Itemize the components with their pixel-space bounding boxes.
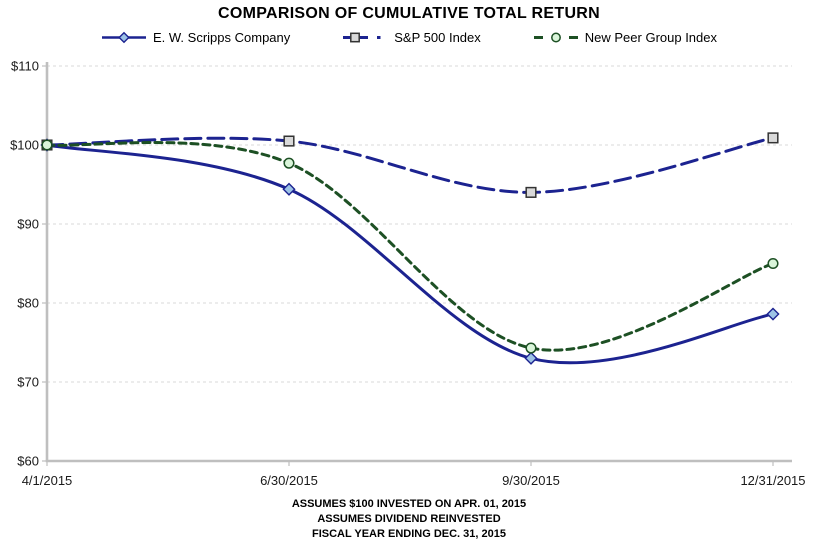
y-axis-label: $60 [17, 454, 39, 469]
y-axis-label: $90 [17, 217, 39, 232]
legend: E. W. Scripps Company S&P 500 Index New … [0, 30, 818, 45]
data-point-marker-2 [767, 257, 779, 270]
y-axis-label: $80 [17, 296, 39, 311]
legend-marker [550, 32, 561, 43]
series-line-1 [45, 136, 775, 194]
x-axis-label: 4/1/2015 [22, 473, 73, 488]
footnote-fiscal-year: FISCAL YEAR ENDING DEC. 31, 2015 [312, 528, 506, 540]
legend-marker [350, 32, 361, 43]
data-point-marker-2 [41, 139, 53, 151]
x-axis-label: 6/30/2015 [260, 473, 318, 488]
y-axis-label: $70 [17, 375, 39, 390]
legend-item-peer-group: New Peer Group Index [533, 30, 717, 45]
data-point-marker-2 [283, 157, 295, 169]
data-point-marker-0 [282, 182, 296, 196]
footnote-dividend: ASSUMES DIVIDEND REINVESTED [317, 513, 501, 525]
x-axis-label: 12/31/2015 [740, 473, 805, 488]
series-line-2 [45, 141, 775, 352]
data-point-marker-1 [283, 135, 295, 147]
sp500-line-sample-icon [343, 32, 381, 43]
x-axis-label: 9/30/2015 [502, 473, 560, 488]
legend-label-sp500: S&P 500 Index [394, 30, 481, 45]
legend-label-peer-group: New Peer Group Index [584, 30, 717, 45]
data-point-marker-0 [524, 351, 538, 365]
legend-item-sp500: S&P 500 Index [342, 30, 481, 45]
chart-title: COMPARISON OF CUMULATIVE TOTAL RETURN [217, 5, 601, 22]
scripps-line-sample-icon [101, 31, 146, 44]
chart-footnotes: ASSUMES $100 INVESTED ON APR. 01, 2015 A… [0, 497, 818, 542]
legend-item-scripps: E. W. Scripps Company [101, 30, 290, 45]
peer-group-line-sample-icon [533, 32, 578, 43]
data-point-marker-1 [525, 186, 537, 198]
data-point-marker-1 [767, 132, 779, 144]
y-axis-label: $100 [10, 138, 39, 153]
legend-marker [118, 31, 130, 44]
data-point-marker-2 [525, 342, 537, 354]
data-point-marker-0 [766, 307, 780, 321]
series-line-0 [45, 143, 775, 365]
footnote-invested: ASSUMES $100 INVESTED ON APR. 01, 2015 [291, 498, 527, 510]
y-axis-label: $110 [11, 59, 39, 74]
legend-label-scripps: E. W. Scripps Company [152, 30, 291, 45]
